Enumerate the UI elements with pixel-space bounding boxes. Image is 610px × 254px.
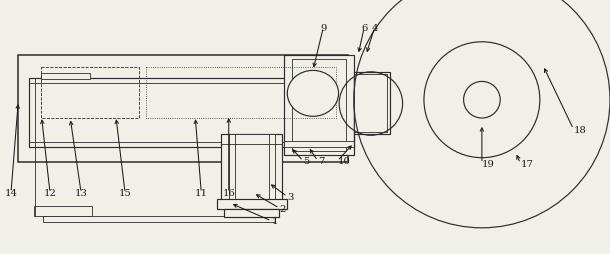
Text: 4: 4 — [371, 24, 378, 33]
Text: 11: 11 — [195, 188, 208, 198]
Bar — [284, 56, 354, 155]
Text: 17: 17 — [520, 159, 533, 168]
Text: 2: 2 — [279, 204, 285, 213]
Text: 6: 6 — [361, 24, 367, 33]
Bar — [18, 56, 348, 163]
Bar — [354, 72, 390, 135]
Text: 18: 18 — [573, 125, 586, 134]
Bar — [217, 199, 287, 209]
Text: 1: 1 — [271, 216, 278, 226]
Text: 15: 15 — [118, 188, 132, 198]
Bar — [146, 68, 336, 119]
Bar — [284, 141, 354, 147]
Bar — [41, 68, 139, 119]
Text: 16: 16 — [223, 188, 235, 198]
Text: 12: 12 — [43, 188, 57, 198]
Text: 3: 3 — [287, 192, 293, 201]
Bar — [224, 209, 279, 217]
Text: 10: 10 — [337, 157, 350, 166]
Text: 7: 7 — [318, 157, 324, 166]
Bar — [292, 60, 346, 151]
Bar — [221, 135, 282, 208]
Bar — [229, 135, 275, 203]
Bar — [43, 216, 274, 222]
Text: 14: 14 — [4, 188, 18, 198]
Bar — [29, 79, 340, 147]
Text: 9: 9 — [320, 24, 326, 33]
Ellipse shape — [287, 71, 339, 117]
Text: 19: 19 — [482, 159, 495, 168]
Text: 13: 13 — [74, 188, 88, 198]
Bar — [34, 206, 92, 216]
Text: 5: 5 — [303, 157, 309, 166]
Bar — [354, 75, 387, 132]
Bar — [41, 74, 90, 80]
